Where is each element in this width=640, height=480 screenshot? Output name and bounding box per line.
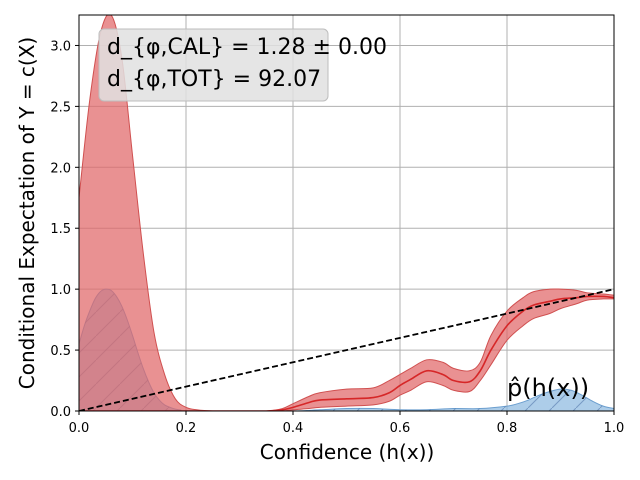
x-tick-label: 0.2 xyxy=(176,421,197,436)
y-tick-label: 1.0 xyxy=(50,283,71,298)
plot-frame xyxy=(78,14,615,412)
y-tick-label: 0.0 xyxy=(50,405,71,420)
x-tick-label: 0.8 xyxy=(497,421,518,436)
y-tick-label: 1.5 xyxy=(50,222,71,237)
x-tick-label: 0.6 xyxy=(390,421,411,436)
y-tick-label: 2.0 xyxy=(50,161,71,176)
stat-calibration: d_{φ,CAL} = 1.28 ± 0.00 xyxy=(107,35,387,60)
y-tick-label: 0.5 xyxy=(50,344,71,359)
y-tick-label: 3.0 xyxy=(50,39,71,54)
x-tick-label: 0.4 xyxy=(283,421,304,436)
stats-box: d_{φ,CAL} = 1.28 ± 0.00 d_{φ,TOT} = 92.0… xyxy=(98,28,387,102)
x-axis-ticks: 0.0 0.2 0.4 0.6 0.8 1.0 xyxy=(69,411,625,436)
reference-diagonal xyxy=(79,288,614,411)
density-label: p̂(h(x)) xyxy=(507,374,589,402)
x-tick-label: 1.0 xyxy=(604,421,625,436)
y-axis-label: Conditional Expectation of Y = c(X) xyxy=(15,37,39,389)
mean-line xyxy=(79,295,614,411)
y-axis-ticks: 0.0 0.5 1.0 1.5 2.0 2.5 3.0 xyxy=(50,39,79,420)
confidence-band xyxy=(79,15,614,411)
x-axis-label: Confidence (h(x)) xyxy=(260,440,435,464)
x-tick-label: 0.0 xyxy=(69,421,90,436)
y-tick-label: 2.5 xyxy=(50,100,71,115)
stat-total: d_{φ,TOT} = 92.07 xyxy=(107,67,321,92)
